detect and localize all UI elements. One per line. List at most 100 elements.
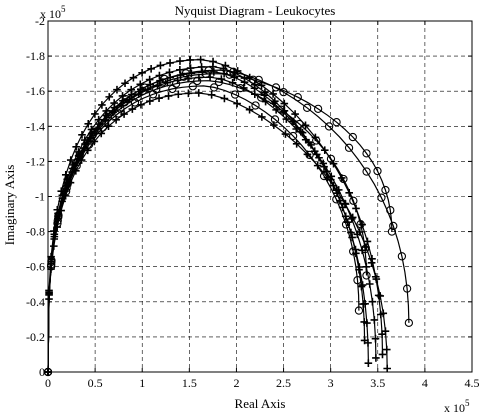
plus-marker	[138, 69, 146, 77]
circle-marker	[251, 101, 260, 110]
plus-marker	[112, 115, 120, 124]
y-exponent-power: 5	[61, 4, 66, 14]
circle-marker	[332, 195, 341, 204]
x-exponent-label: x 105	[444, 398, 470, 415]
circle-marker	[373, 166, 382, 176]
plus-marker	[104, 122, 113, 131]
x-tick-label: 0	[45, 376, 51, 390]
plus-marker	[359, 300, 367, 308]
plus-marker	[341, 199, 349, 208]
plus-marker	[164, 92, 173, 100]
plus-marker	[365, 280, 374, 288]
plus-marker	[176, 57, 184, 65]
plus-marker	[113, 85, 121, 94]
circle-marker	[404, 318, 414, 328]
circle-marker	[377, 193, 386, 202]
plus-marker	[270, 121, 278, 129]
circle-marker	[324, 122, 334, 131]
circle-marker	[295, 119, 304, 129]
plus-marker	[49, 242, 58, 250]
circle-marker	[344, 143, 354, 152]
plus-marker	[230, 73, 239, 82]
plus-marker	[72, 143, 80, 151]
x-tick-label: 2	[233, 376, 239, 390]
chart-title: Nyquist Diagram - Leukocytes	[175, 3, 336, 18]
plus-marker	[261, 97, 270, 106]
plus-marker	[379, 309, 388, 318]
circle-marker	[386, 206, 395, 215]
plus-marker	[378, 350, 387, 359]
circle-marker	[188, 82, 197, 91]
plus-marker	[292, 125, 301, 133]
circle-marker	[230, 90, 240, 99]
plus-marker	[370, 316, 379, 324]
plus-marker	[367, 259, 376, 267]
circle-marker	[349, 247, 358, 256]
plus-marker	[128, 105, 137, 113]
plus-marker	[196, 55, 205, 64]
plus-marker	[173, 76, 182, 85]
plus-marker	[381, 327, 390, 335]
plus-marker	[186, 64, 195, 72]
circle-marker	[312, 136, 321, 145]
plus-marker	[195, 73, 203, 82]
circle-marker	[148, 90, 158, 99]
plus-marker	[166, 73, 174, 82]
circle-marker	[348, 132, 357, 142]
plus-marker	[184, 89, 193, 98]
plus-marker	[364, 359, 373, 368]
circle-marker	[302, 103, 312, 112]
plus-marker	[156, 61, 165, 70]
y-tick-label: -1	[35, 190, 45, 204]
plus-marker	[144, 85, 152, 94]
plus-marker	[319, 159, 328, 168]
x-tick-label: 1	[139, 376, 145, 390]
plus-marker	[146, 97, 154, 105]
circle-marker	[248, 75, 258, 84]
x-tick-label: 2.5	[276, 376, 291, 390]
circle-marker	[387, 227, 397, 236]
plus-marker	[368, 297, 377, 306]
plus-marker	[327, 172, 336, 181]
x-tick-label: 3.5	[370, 376, 385, 390]
plus-marker	[66, 156, 75, 164]
plus-marker	[156, 76, 164, 85]
x-tick-label: 3	[328, 376, 334, 390]
plus-marker	[153, 81, 162, 90]
plus-marker	[194, 89, 203, 97]
plus-marker	[282, 115, 291, 123]
plus-marker	[217, 75, 226, 83]
plus-marker	[360, 336, 369, 345]
plus-marker	[358, 281, 367, 289]
plus-marker	[251, 90, 259, 99]
plus-marker	[360, 318, 369, 326]
plus-marker	[109, 108, 117, 117]
y-tick-label: -1.4	[26, 119, 45, 133]
plus-marker	[371, 334, 380, 343]
plus-marker	[120, 110, 128, 118]
circle-marker	[356, 220, 365, 229]
circle-marker	[362, 149, 371, 158]
circle-marker	[270, 115, 280, 124]
y-exponent-label: x 105	[40, 4, 66, 21]
plus-marker	[78, 130, 86, 139]
plus-marker	[269, 90, 277, 98]
plus-marker	[323, 173, 332, 182]
y-tick-label: -0.8	[26, 225, 45, 239]
circle-marker	[402, 284, 412, 293]
x-exponent-power: 5	[465, 398, 470, 408]
plus-marker	[372, 354, 380, 362]
plus-marker	[348, 213, 357, 222]
plus-marker	[121, 79, 129, 88]
y-tick-label: -1.8	[26, 49, 45, 63]
plus-marker	[358, 246, 366, 255]
x-tick-label: 4	[422, 376, 428, 390]
y-tick-label: -1.2	[26, 154, 45, 168]
plus-marker	[186, 56, 194, 64]
y-tick-label: 0	[39, 365, 45, 379]
plus-marker	[53, 223, 61, 231]
circle-marker	[353, 275, 362, 285]
circle-marker	[362, 271, 371, 280]
plus-marker	[91, 110, 99, 118]
